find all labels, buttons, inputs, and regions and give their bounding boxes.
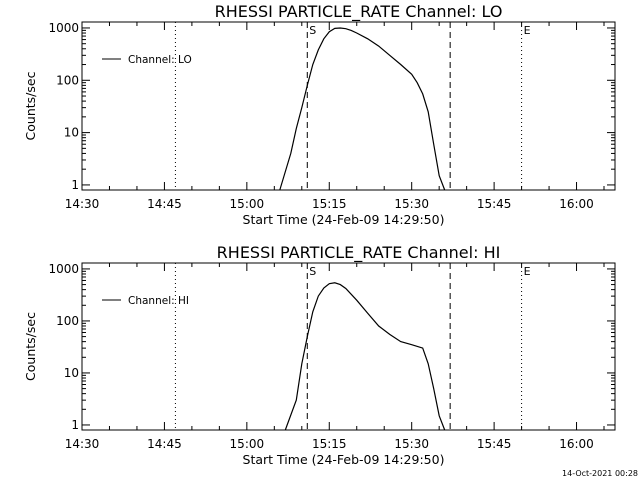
panel2-x-tick-label: 15:30 xyxy=(394,437,429,451)
panel1-x-tick-label: 15:30 xyxy=(394,197,429,211)
panel1-y-tick-label: 100 xyxy=(56,73,79,87)
panel1-x-tick-label: 15:00 xyxy=(230,197,265,211)
panel2-y-axis-label: Counts/sec xyxy=(23,312,38,381)
panel2-y-tick-label: 100 xyxy=(56,314,79,328)
panel1-x-tick-label: 14:45 xyxy=(147,197,182,211)
panel2-x-tick-label: 15:45 xyxy=(477,437,512,451)
panel2-x-axis-label: Start Time (24-Feb-09 14:29:50) xyxy=(243,452,445,467)
panel1-x-tick-label: 15:45 xyxy=(477,197,512,211)
panel2-x-tick-label: 15:15 xyxy=(312,437,347,451)
panel1-series-line xyxy=(279,27,446,191)
panel1-chart-title: RHESSI PARTICLE_RATE Channel: LO xyxy=(215,2,503,22)
panel2-axes-frame xyxy=(81,262,616,431)
panel1-marker-label: E xyxy=(524,24,531,37)
panel1-y-tick-label: 10 xyxy=(64,126,79,140)
panel2-legend-label: Channel: HI xyxy=(128,295,189,307)
panel1-x-tick-label: 16:00 xyxy=(559,197,594,211)
panel1-x-tick-label: 14:30 xyxy=(65,197,100,211)
panel2-x-tick-label: 14:45 xyxy=(147,437,182,451)
panel2-y-tick-label: 10 xyxy=(64,366,79,380)
panel1-x-axis-label: Start Time (24-Feb-09 14:29:50) xyxy=(243,212,445,227)
footer-timestamp: 14-Oct-2021 00:28 xyxy=(562,469,638,478)
panel2-marker-label: E xyxy=(524,265,531,278)
panel2-x-tick-label: 14:30 xyxy=(65,437,100,451)
panel2-y-tick-label: 1 xyxy=(71,418,79,432)
panel2-marker-label: S xyxy=(309,265,316,278)
panel1-y-axis-label: Counts/sec xyxy=(23,71,38,140)
panel2-x-tick-label: 16:00 xyxy=(559,437,594,451)
panel1-y-tick-label: 1 xyxy=(71,178,79,192)
panel2-x-tick-label: 15:00 xyxy=(230,437,265,451)
panel2-chart-title: RHESSI PARTICLE_RATE Channel: HI xyxy=(217,243,501,263)
panel1-marker-label: S xyxy=(309,24,316,37)
panel1-x-tick-label: 15:15 xyxy=(312,197,347,211)
panel1-legend-label: Channel: LO xyxy=(128,54,192,66)
panel2-y-tick-label: 1000 xyxy=(48,262,79,276)
panel1-y-tick-label: 1000 xyxy=(48,21,79,35)
panel2-series-line xyxy=(284,282,446,431)
